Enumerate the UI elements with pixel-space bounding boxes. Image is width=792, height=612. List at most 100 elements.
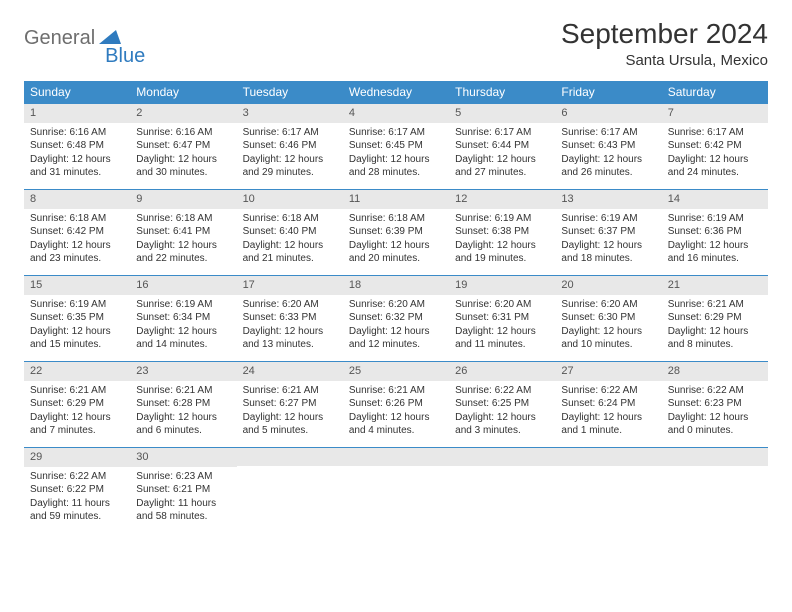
daylight-line1: Daylight: 12 hours [349, 153, 443, 167]
sunset-text: Sunset: 6:38 PM [455, 225, 549, 239]
week-row: 15Sunrise: 6:19 AMSunset: 6:35 PMDayligh… [24, 275, 768, 361]
day-body: Sunrise: 6:20 AMSunset: 6:33 PMDaylight:… [237, 298, 343, 352]
daylight-line2: and 22 minutes. [136, 252, 230, 266]
daylight-line2: and 58 minutes. [136, 510, 230, 524]
daylight-line2: and 18 minutes. [561, 252, 655, 266]
sunrise-text: Sunrise: 6:17 AM [561, 126, 655, 140]
day-header-wed: Wednesday [343, 81, 449, 103]
day-body: Sunrise: 6:22 AMSunset: 6:25 PMDaylight:… [449, 384, 555, 438]
day-body: Sunrise: 6:17 AMSunset: 6:46 PMDaylight:… [237, 126, 343, 180]
day-cell: 7Sunrise: 6:17 AMSunset: 6:42 PMDaylight… [662, 103, 768, 189]
title-block: September 2024 Santa Ursula, Mexico [561, 18, 768, 69]
daylight-line1: Daylight: 12 hours [668, 411, 762, 425]
sunrise-text: Sunrise: 6:17 AM [668, 126, 762, 140]
day-cell: 8Sunrise: 6:18 AMSunset: 6:42 PMDaylight… [24, 189, 130, 275]
day-number: 24 [237, 362, 343, 381]
sunset-text: Sunset: 6:25 PM [455, 397, 549, 411]
day-cell: 25Sunrise: 6:21 AMSunset: 6:26 PMDayligh… [343, 361, 449, 447]
sunset-text: Sunset: 6:37 PM [561, 225, 655, 239]
daylight-line2: and 30 minutes. [136, 166, 230, 180]
month-title: September 2024 [561, 18, 768, 50]
day-body: Sunrise: 6:22 AMSunset: 6:23 PMDaylight:… [662, 384, 768, 438]
day-cell: 2 Sunrise: 6:16 AMSunset: 6:47 PMDaylight… [130, 103, 236, 189]
daylight-line1: Daylight: 12 hours [243, 153, 337, 167]
empty-bar [555, 448, 661, 466]
day-cell: 5Sunrise: 6:17 AMSunset: 6:44 PMDaylight… [449, 103, 555, 189]
day-cell: 10Sunrise: 6:18 AMSunset: 6:40 PMDayligh… [237, 189, 343, 275]
sunset-text: Sunset: 6:45 PM [349, 139, 443, 153]
day-body: Sunrise: 6:21 AMSunset: 6:27 PMDaylight:… [237, 384, 343, 438]
daylight-line1: Daylight: 12 hours [243, 239, 337, 253]
day-number: 30 [130, 448, 236, 467]
daylight-line1: Daylight: 12 hours [455, 153, 549, 167]
daylight-line1: Daylight: 12 hours [561, 239, 655, 253]
day-number: 11 [343, 190, 449, 209]
day-number: 20 [555, 276, 661, 295]
logo-text-blue: Blue [105, 45, 145, 68]
daylight-line2: and 23 minutes. [30, 252, 124, 266]
day-body: Sunrise: 6:17 AMSunset: 6:45 PMDaylight:… [343, 126, 449, 180]
day-number: 19 [449, 276, 555, 295]
sunrise-text: Sunrise: 6:23 AM [136, 470, 230, 484]
sunrise-text: Sunrise: 6:19 AM [668, 212, 762, 226]
day-number: 3 [237, 104, 343, 123]
day-header-fri: Friday [555, 81, 661, 103]
day-cell: 15Sunrise: 6:19 AMSunset: 6:35 PMDayligh… [24, 275, 130, 361]
day-body: Sunrise: 6:20 AMSunset: 6:32 PMDaylight:… [343, 298, 449, 352]
day-header-thu: Thursday [449, 81, 555, 103]
sunrise-text: Sunrise: 6:21 AM [243, 384, 337, 398]
sunset-text: Sunset: 6:40 PM [243, 225, 337, 239]
daylight-line1: Daylight: 12 hours [668, 239, 762, 253]
sunset-text: Sunset: 6:34 PM [136, 311, 230, 325]
sunrise-text: Sunrise: 6:19 AM [455, 212, 549, 226]
sunset-text: Sunset: 6:48 PM [30, 139, 124, 153]
sunrise-text: Sunrise: 6:16 AM [136, 126, 230, 140]
day-number: 10 [237, 190, 343, 209]
day-header-tue: Tuesday [237, 81, 343, 103]
logo-text-general: General [24, 27, 95, 50]
day-cell: 17Sunrise: 6:20 AMSunset: 6:33 PMDayligh… [237, 275, 343, 361]
empty-bar [237, 448, 343, 466]
sunrise-text: Sunrise: 6:22 AM [30, 470, 124, 484]
day-cell: 24 Sunrise: 6:21 AMSunset: 6:27 PMDayligh… [237, 361, 343, 447]
daylight-line1: Daylight: 12 hours [455, 325, 549, 339]
sunset-text: Sunset: 6:44 PM [455, 139, 549, 153]
day-number: 25 [343, 362, 449, 381]
daylight-line2: and 20 minutes. [349, 252, 443, 266]
sunrise-text: Sunrise: 6:20 AM [561, 298, 655, 312]
day-number: 18 [343, 276, 449, 295]
sunset-text: Sunset: 6:47 PM [136, 139, 230, 153]
empty-cell [449, 447, 555, 533]
empty-bar [449, 448, 555, 466]
day-body: Sunrise: 6:19 AMSunset: 6:38 PMDaylight:… [449, 212, 555, 266]
sunset-text: Sunset: 6:39 PM [349, 225, 443, 239]
sunset-text: Sunset: 6:46 PM [243, 139, 337, 153]
sunset-text: Sunset: 6:28 PM [136, 397, 230, 411]
day-body: Sunrise: 6:18 AMSunset: 6:39 PMDaylight:… [343, 212, 449, 266]
day-number: 21 [662, 276, 768, 295]
sunset-text: Sunset: 6:35 PM [30, 311, 124, 325]
empty-cell [343, 447, 449, 533]
daylight-line2: and 31 minutes. [30, 166, 124, 180]
sunrise-text: Sunrise: 6:21 AM [668, 298, 762, 312]
daylight-line1: Daylight: 12 hours [136, 153, 230, 167]
day-cell: 9Sunrise: 6:18 AMSunset: 6:41 PMDaylight… [130, 189, 236, 275]
week-row: 8Sunrise: 6:18 AMSunset: 6:42 PMDaylight… [24, 189, 768, 275]
sunrise-text: Sunrise: 6:20 AM [455, 298, 549, 312]
sunrise-text: Sunrise: 6:20 AM [243, 298, 337, 312]
daylight-line2: and 15 minutes. [30, 338, 124, 352]
day-number: 2 [130, 104, 236, 123]
daylight-line1: Daylight: 12 hours [349, 411, 443, 425]
daylight-line2: and 5 minutes. [243, 424, 337, 438]
day-cell: 18 Sunrise: 6:20 AMSunset: 6:32 PMDayligh… [343, 275, 449, 361]
daylight-line2: and 11 minutes. [455, 338, 549, 352]
daylight-line1: Daylight: 12 hours [136, 325, 230, 339]
sunrise-text: Sunrise: 6:19 AM [136, 298, 230, 312]
daylight-line1: Daylight: 12 hours [30, 153, 124, 167]
day-cell: 4Sunrise: 6:17 AMSunset: 6:45 PMDaylight… [343, 103, 449, 189]
daylight-line1: Daylight: 12 hours [349, 239, 443, 253]
sunset-text: Sunset: 6:27 PM [243, 397, 337, 411]
day-cell: 27Sunrise: 6:22 AMSunset: 6:24 PMDayligh… [555, 361, 661, 447]
day-number: 28 [662, 362, 768, 381]
day-number: 5 [449, 104, 555, 123]
